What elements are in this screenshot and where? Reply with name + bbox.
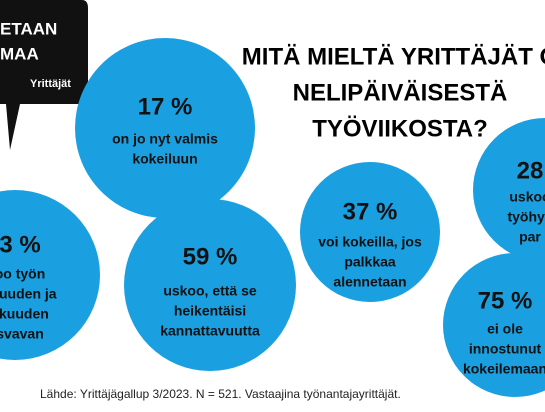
source: Lähde: Yrittäjägallup 3/2023. N = 521. V… <box>40 387 401 401</box>
bubble-text: uskoo <box>509 189 545 205</box>
bubble-text: ei ole <box>487 321 523 337</box>
bubble-text: innostunut <box>469 341 542 357</box>
bubble <box>473 118 545 262</box>
bubble <box>75 38 255 218</box>
logo-brand: Yrittäjät <box>30 78 71 90</box>
title: TYÖVIIKOSTA? <box>312 115 488 142</box>
bubble-text: uskoo, että se <box>163 283 257 299</box>
bubble-figure: 17 % <box>138 93 193 120</box>
bubble <box>124 199 296 371</box>
title: MITÄ MIELTÄ YRITTÄJÄT O <box>242 43 545 70</box>
bubble-text: par <box>519 229 541 245</box>
bubble-text: alennetaan <box>333 274 406 290</box>
bubble-text: on jo nyt valmis <box>112 131 218 147</box>
logo-text: ETAAN <box>0 19 57 38</box>
bubble-figure: 28 <box>517 157 544 184</box>
bubble-text: palkkaa <box>344 254 396 270</box>
bubble <box>443 253 545 397</box>
bubbles: 17 % on jo nyt valmis kokeiluun 3 % oo työn a… <box>0 38 545 397</box>
bubble-text: työhyv <box>507 209 545 225</box>
bubble-text: avuuden ja <box>0 286 57 302</box>
bubble-text: heikentäisi <box>174 303 246 319</box>
bubble-text: kannattavuutta <box>160 323 260 339</box>
bubble <box>0 190 100 360</box>
title: NELIPÄIVÄISESTÄ <box>293 79 508 106</box>
bubble-figure: 75 % <box>478 287 533 314</box>
logo-bubble <box>0 0 88 150</box>
bubble-text: svavan <box>0 326 44 342</box>
bubble-text: voi kokeilla, jos <box>318 234 422 250</box>
logo-text: MAA <box>0 44 39 63</box>
bubble-figure: 37 % <box>343 198 398 225</box>
bubble-figure: 59 % <box>183 243 238 270</box>
bubble-text: oo työn <box>0 266 45 282</box>
bubble-text: kkuuden <box>0 306 49 322</box>
bubble-text: kokeilemaan <box>463 361 545 377</box>
bubble-text: kokeiluun <box>132 151 197 167</box>
bubble <box>300 162 440 302</box>
bubble-figure: 3 % <box>0 231 41 258</box>
